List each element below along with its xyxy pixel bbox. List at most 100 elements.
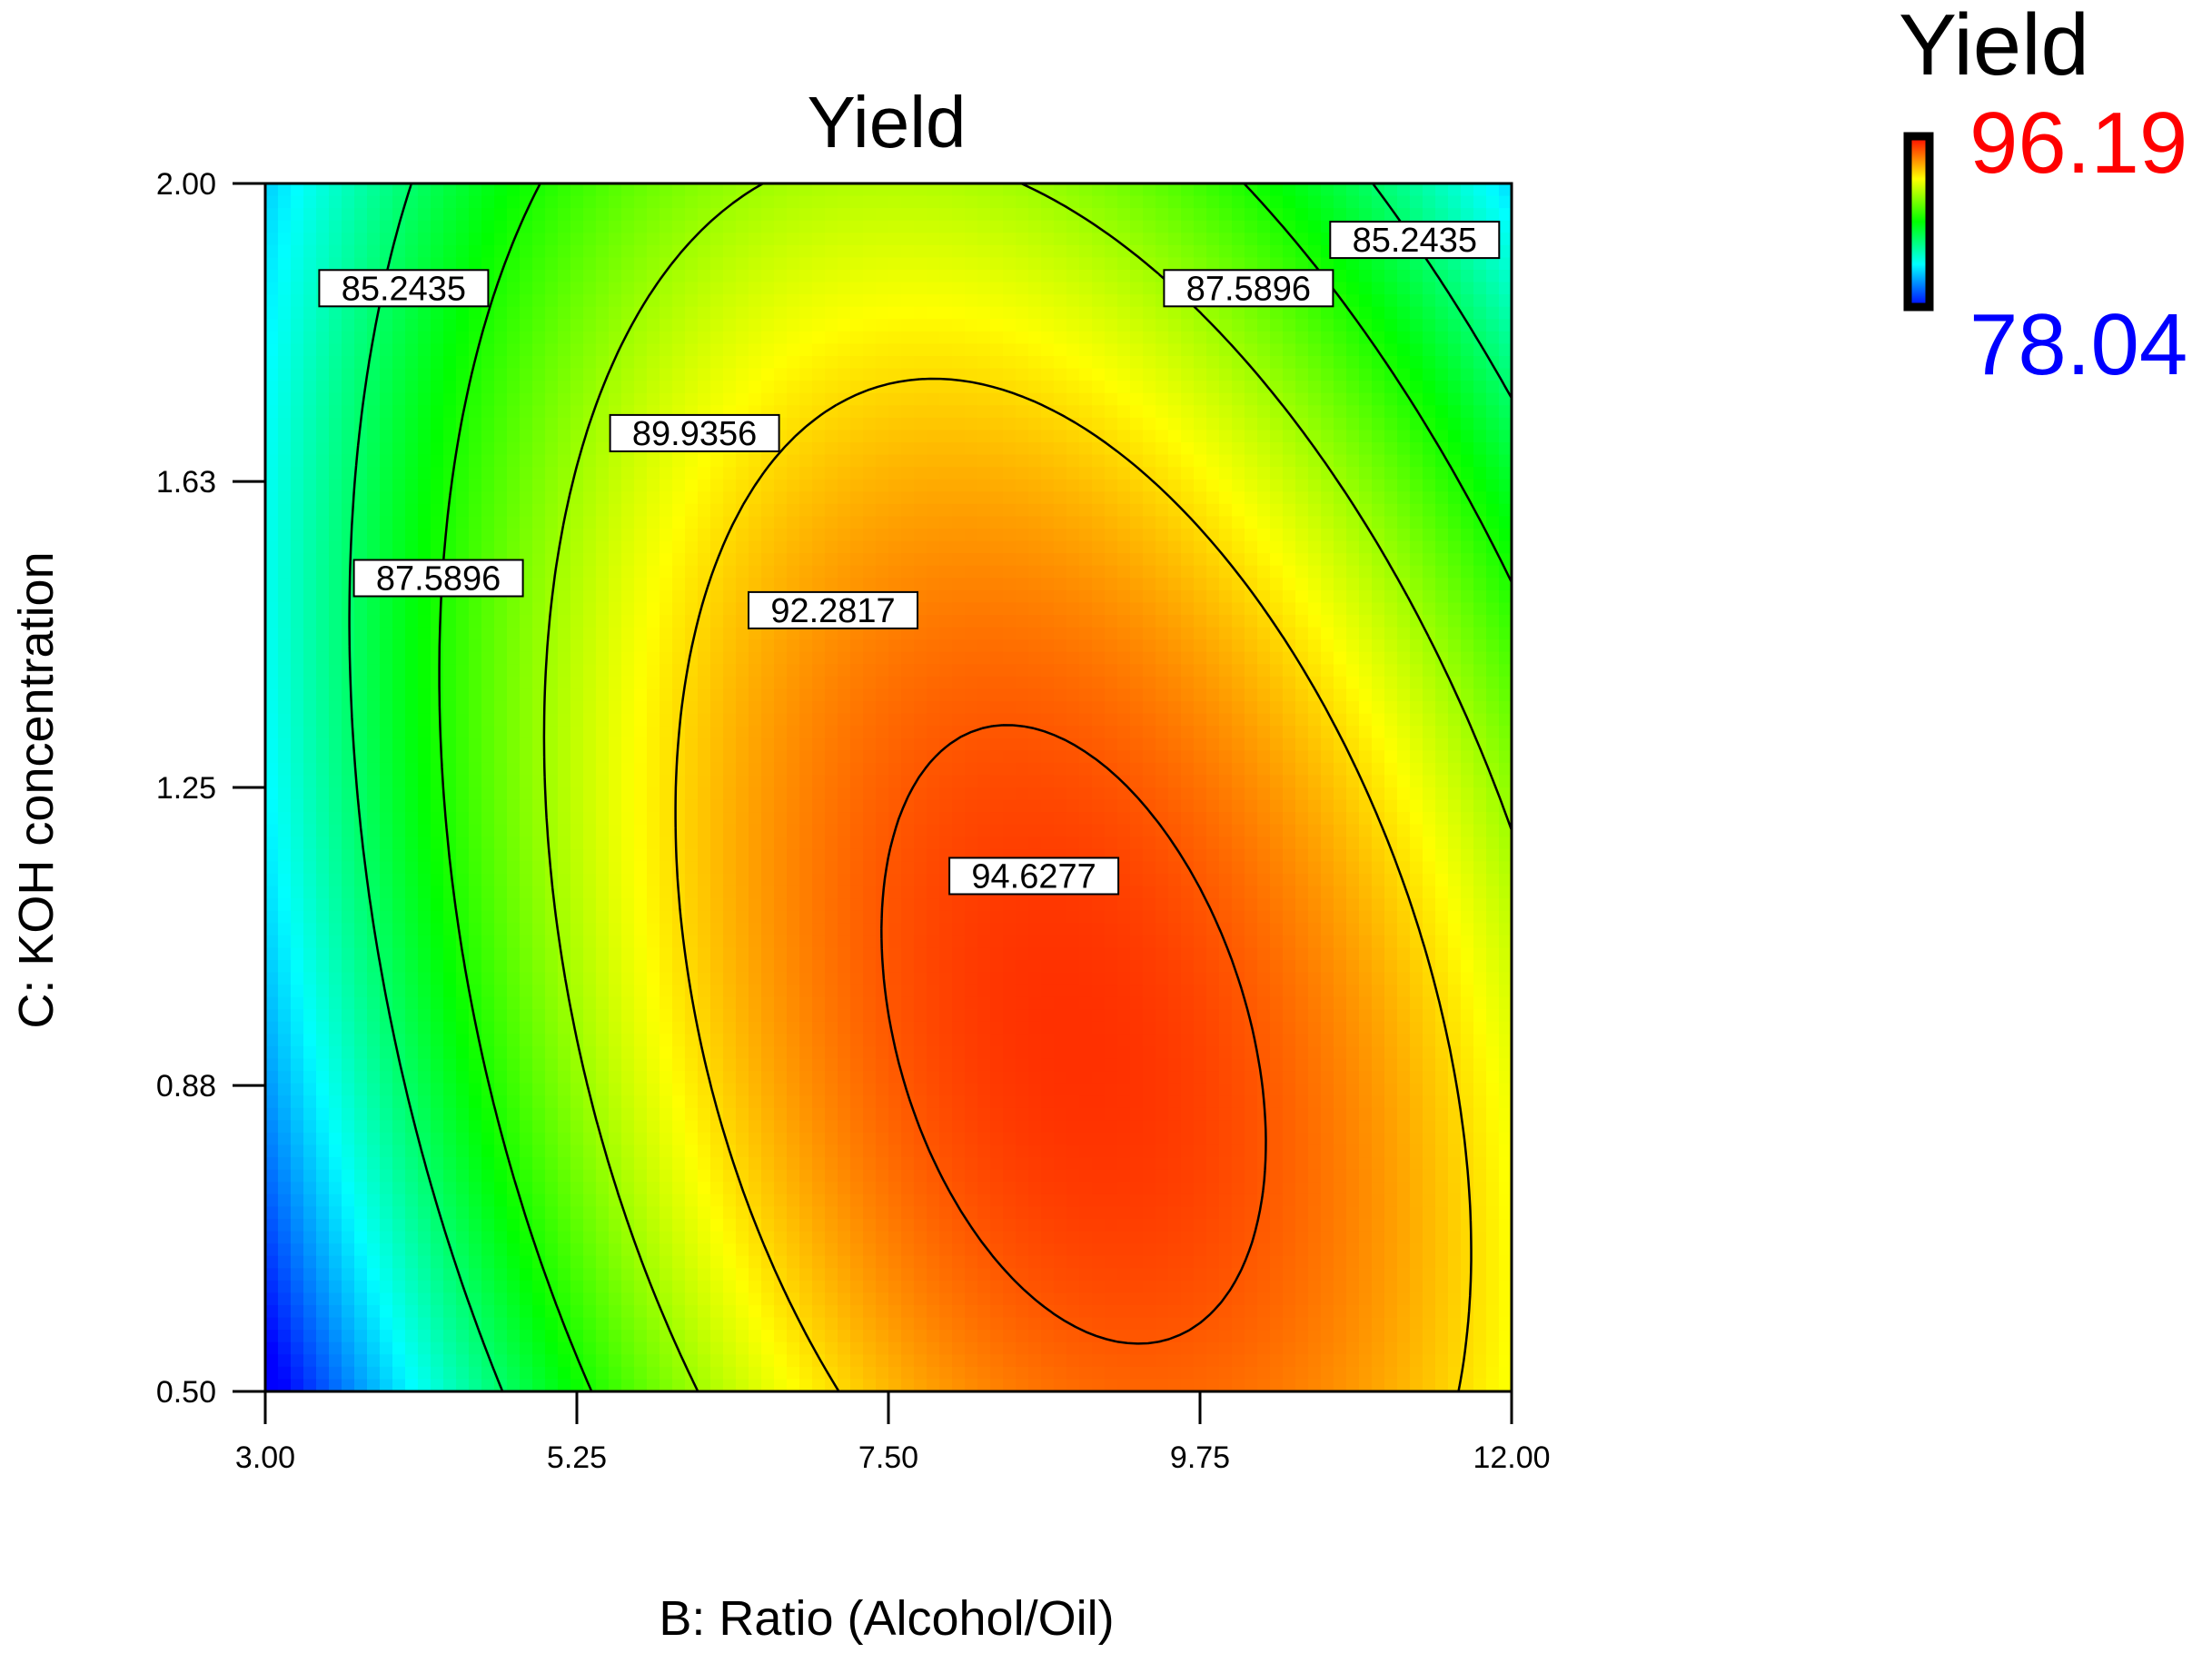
heatmap-cell — [799, 491, 813, 505]
heatmap-cell — [316, 1366, 330, 1381]
heatmap-cell — [532, 1157, 546, 1171]
heatmap-cell — [685, 996, 699, 1011]
heatmap-cell — [596, 244, 610, 259]
heatmap-cell — [723, 392, 737, 407]
heatmap-cell — [723, 602, 737, 616]
heatmap-cell — [443, 615, 457, 629]
heatmap-cell — [456, 1379, 470, 1391]
heatmap-cell — [787, 812, 800, 826]
heatmap-cell — [392, 960, 406, 974]
heatmap-cell — [863, 1366, 877, 1381]
heatmap-cell — [787, 208, 800, 222]
heatmap-cell — [265, 1107, 279, 1122]
heatmap-cell — [850, 319, 864, 332]
heatmap-cell — [520, 799, 533, 813]
heatmap-cell — [672, 1193, 686, 1208]
heatmap-cell — [532, 368, 546, 381]
heatmap-cell — [392, 1144, 406, 1158]
heatmap-cell — [596, 183, 610, 197]
heatmap-cell — [660, 960, 673, 974]
heatmap-cell — [736, 368, 749, 381]
heatmap-cell — [672, 972, 686, 985]
heatmap-cell — [418, 1305, 431, 1319]
heatmap-cell — [303, 430, 317, 443]
heatmap-cell — [621, 319, 635, 332]
heatmap-cell — [456, 1169, 470, 1183]
heatmap-cell — [329, 417, 342, 431]
heatmap-cell — [825, 540, 838, 554]
heatmap-cell — [672, 233, 686, 246]
heatmap-cell — [596, 627, 610, 640]
heatmap-cell — [888, 183, 902, 197]
heatmap-cell — [316, 244, 330, 259]
heatmap-cell — [660, 861, 673, 875]
heatmap-cell — [481, 1206, 495, 1220]
heatmap-cell — [634, 503, 648, 518]
heatmap-cell — [901, 1193, 915, 1208]
heatmap-cell — [558, 553, 571, 567]
heatmap-cell — [316, 331, 330, 345]
heatmap-cell — [456, 195, 470, 209]
heatmap-cell — [812, 985, 826, 998]
heatmap-cell — [316, 972, 330, 985]
heatmap-cell — [380, 824, 393, 838]
heatmap-cell — [685, 861, 699, 875]
heatmap-cell — [621, 639, 635, 653]
heatmap-cell — [303, 1231, 317, 1244]
heatmap-cell — [596, 516, 610, 530]
heatmap-cell — [761, 848, 775, 863]
heatmap-cell — [469, 615, 482, 629]
heatmap-cell — [901, 910, 915, 925]
heatmap-cell — [392, 737, 406, 752]
heatmap-cell — [507, 935, 521, 949]
heatmap-cell — [749, 1182, 762, 1195]
heatmap-cell — [545, 1193, 559, 1208]
heatmap-cell — [342, 688, 355, 702]
heatmap-cell — [863, 430, 877, 443]
heatmap-cell — [660, 910, 673, 925]
heatmap-cell — [380, 392, 393, 407]
heatmap-cell — [265, 775, 279, 788]
heatmap-cell — [278, 1206, 292, 1220]
heatmap-cell — [812, 1083, 826, 1097]
heatmap-cell — [278, 762, 292, 777]
heatmap-cell — [710, 762, 724, 777]
heatmap-cell — [838, 220, 851, 234]
heatmap-cell — [443, 639, 457, 653]
heatmap-cell — [698, 726, 711, 739]
heatmap-cell — [380, 1354, 393, 1368]
heatmap-cell — [761, 1157, 775, 1171]
heatmap-cell — [621, 713, 635, 727]
heatmap-cell — [456, 442, 470, 456]
heatmap-cell — [392, 1107, 406, 1122]
heatmap-cell — [876, 233, 889, 246]
heatmap-cell — [850, 1071, 864, 1084]
heatmap-cell — [850, 1243, 864, 1257]
heatmap-cell — [291, 627, 304, 640]
heatmap-cell — [392, 430, 406, 443]
heatmap-cell — [431, 1292, 444, 1306]
heatmap-cell — [825, 836, 838, 850]
heatmap-cell — [520, 1243, 533, 1257]
heatmap-cell — [634, 1182, 648, 1195]
heatmap-cell — [367, 1058, 381, 1072]
heatmap-cell — [888, 664, 902, 678]
heatmap-cell — [799, 898, 813, 912]
heatmap-cell — [570, 1330, 584, 1343]
heatmap-cell — [621, 923, 635, 936]
heatmap-cell — [329, 960, 342, 974]
heatmap-cell — [291, 701, 304, 715]
heatmap-cell — [303, 935, 317, 949]
heatmap-cell — [888, 726, 902, 739]
heatmap-cell — [672, 1268, 686, 1282]
heatmap-cell — [901, 861, 915, 875]
heatmap-cell — [431, 1133, 444, 1146]
heatmap-cell — [367, 960, 381, 974]
heatmap-cell — [443, 1169, 457, 1183]
heatmap-cell — [621, 479, 635, 493]
heatmap-cell — [634, 799, 648, 813]
heatmap-cell — [825, 479, 838, 493]
heatmap-cell — [660, 306, 673, 321]
heatmap-cell — [443, 430, 457, 443]
